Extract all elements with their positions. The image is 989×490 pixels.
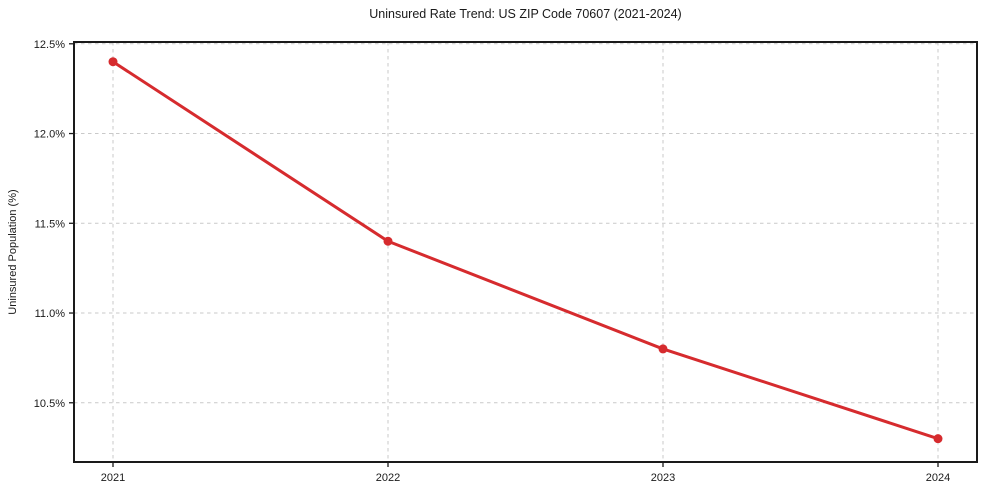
plot-frame xyxy=(73,41,978,463)
data-point-2024 xyxy=(933,434,943,444)
y-tick-label: 12.5% xyxy=(34,39,65,51)
data-point-2023 xyxy=(658,344,668,354)
y-tick-label: 11.0% xyxy=(35,308,66,320)
x-tick-label: 2022 xyxy=(376,472,400,484)
y-tick-label: 11.5% xyxy=(35,218,66,230)
chart-title: Uninsured Rate Trend: US ZIP Code 70607 … xyxy=(369,7,682,21)
y-tick-label: 12.0% xyxy=(34,129,65,141)
x-tick-label: 2023 xyxy=(651,472,675,484)
data-point-2021 xyxy=(108,57,118,67)
trend-line xyxy=(111,60,940,441)
x-tick-label: 2021 xyxy=(101,472,125,484)
y-tick-label: 10.5% xyxy=(34,398,65,410)
data-point-2022 xyxy=(383,236,393,246)
x-tick-label: 2024 xyxy=(926,472,950,484)
